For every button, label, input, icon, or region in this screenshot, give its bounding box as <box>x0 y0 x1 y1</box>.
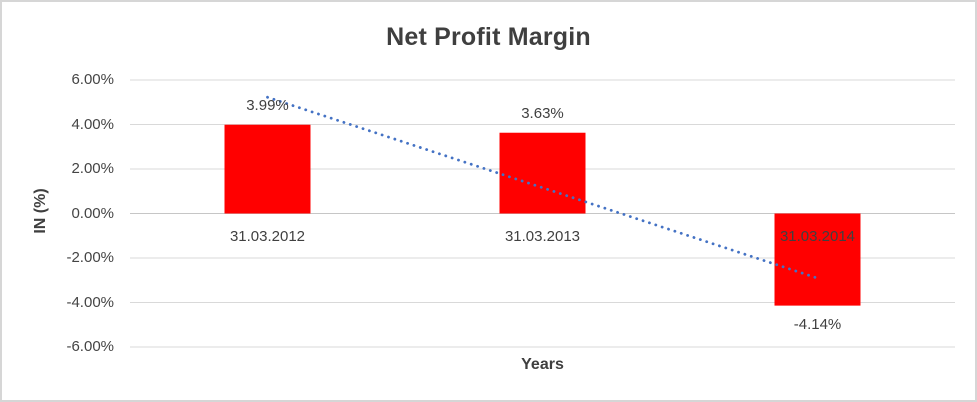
value-label: 3.63% <box>521 104 564 122</box>
x-axis-title: Years <box>521 356 564 373</box>
bar <box>774 213 861 306</box>
y-tick-label: 6.00% <box>71 71 114 88</box>
category-label: 31.03.2012 <box>229 227 306 245</box>
y-tick-label: 0.00% <box>71 204 114 222</box>
chart-title: Net Profit Margin <box>386 23 591 51</box>
y-tick-label: -6.00% <box>66 338 114 355</box>
y-tick-label: 2.00% <box>71 160 114 177</box>
category-label: 31.03.2013 <box>504 227 581 245</box>
value-label: -4.14% <box>793 315 842 333</box>
category-label: 31.03.2014 <box>779 227 856 245</box>
y-tick-label: -4.00% <box>66 293 114 311</box>
trendline <box>266 95 819 280</box>
y-tick-label: -2.00% <box>66 249 114 266</box>
y-tick-label: 4.00% <box>71 115 114 133</box>
bar <box>499 132 586 214</box>
value-label: 3.99% <box>246 96 289 114</box>
bar <box>224 124 311 214</box>
